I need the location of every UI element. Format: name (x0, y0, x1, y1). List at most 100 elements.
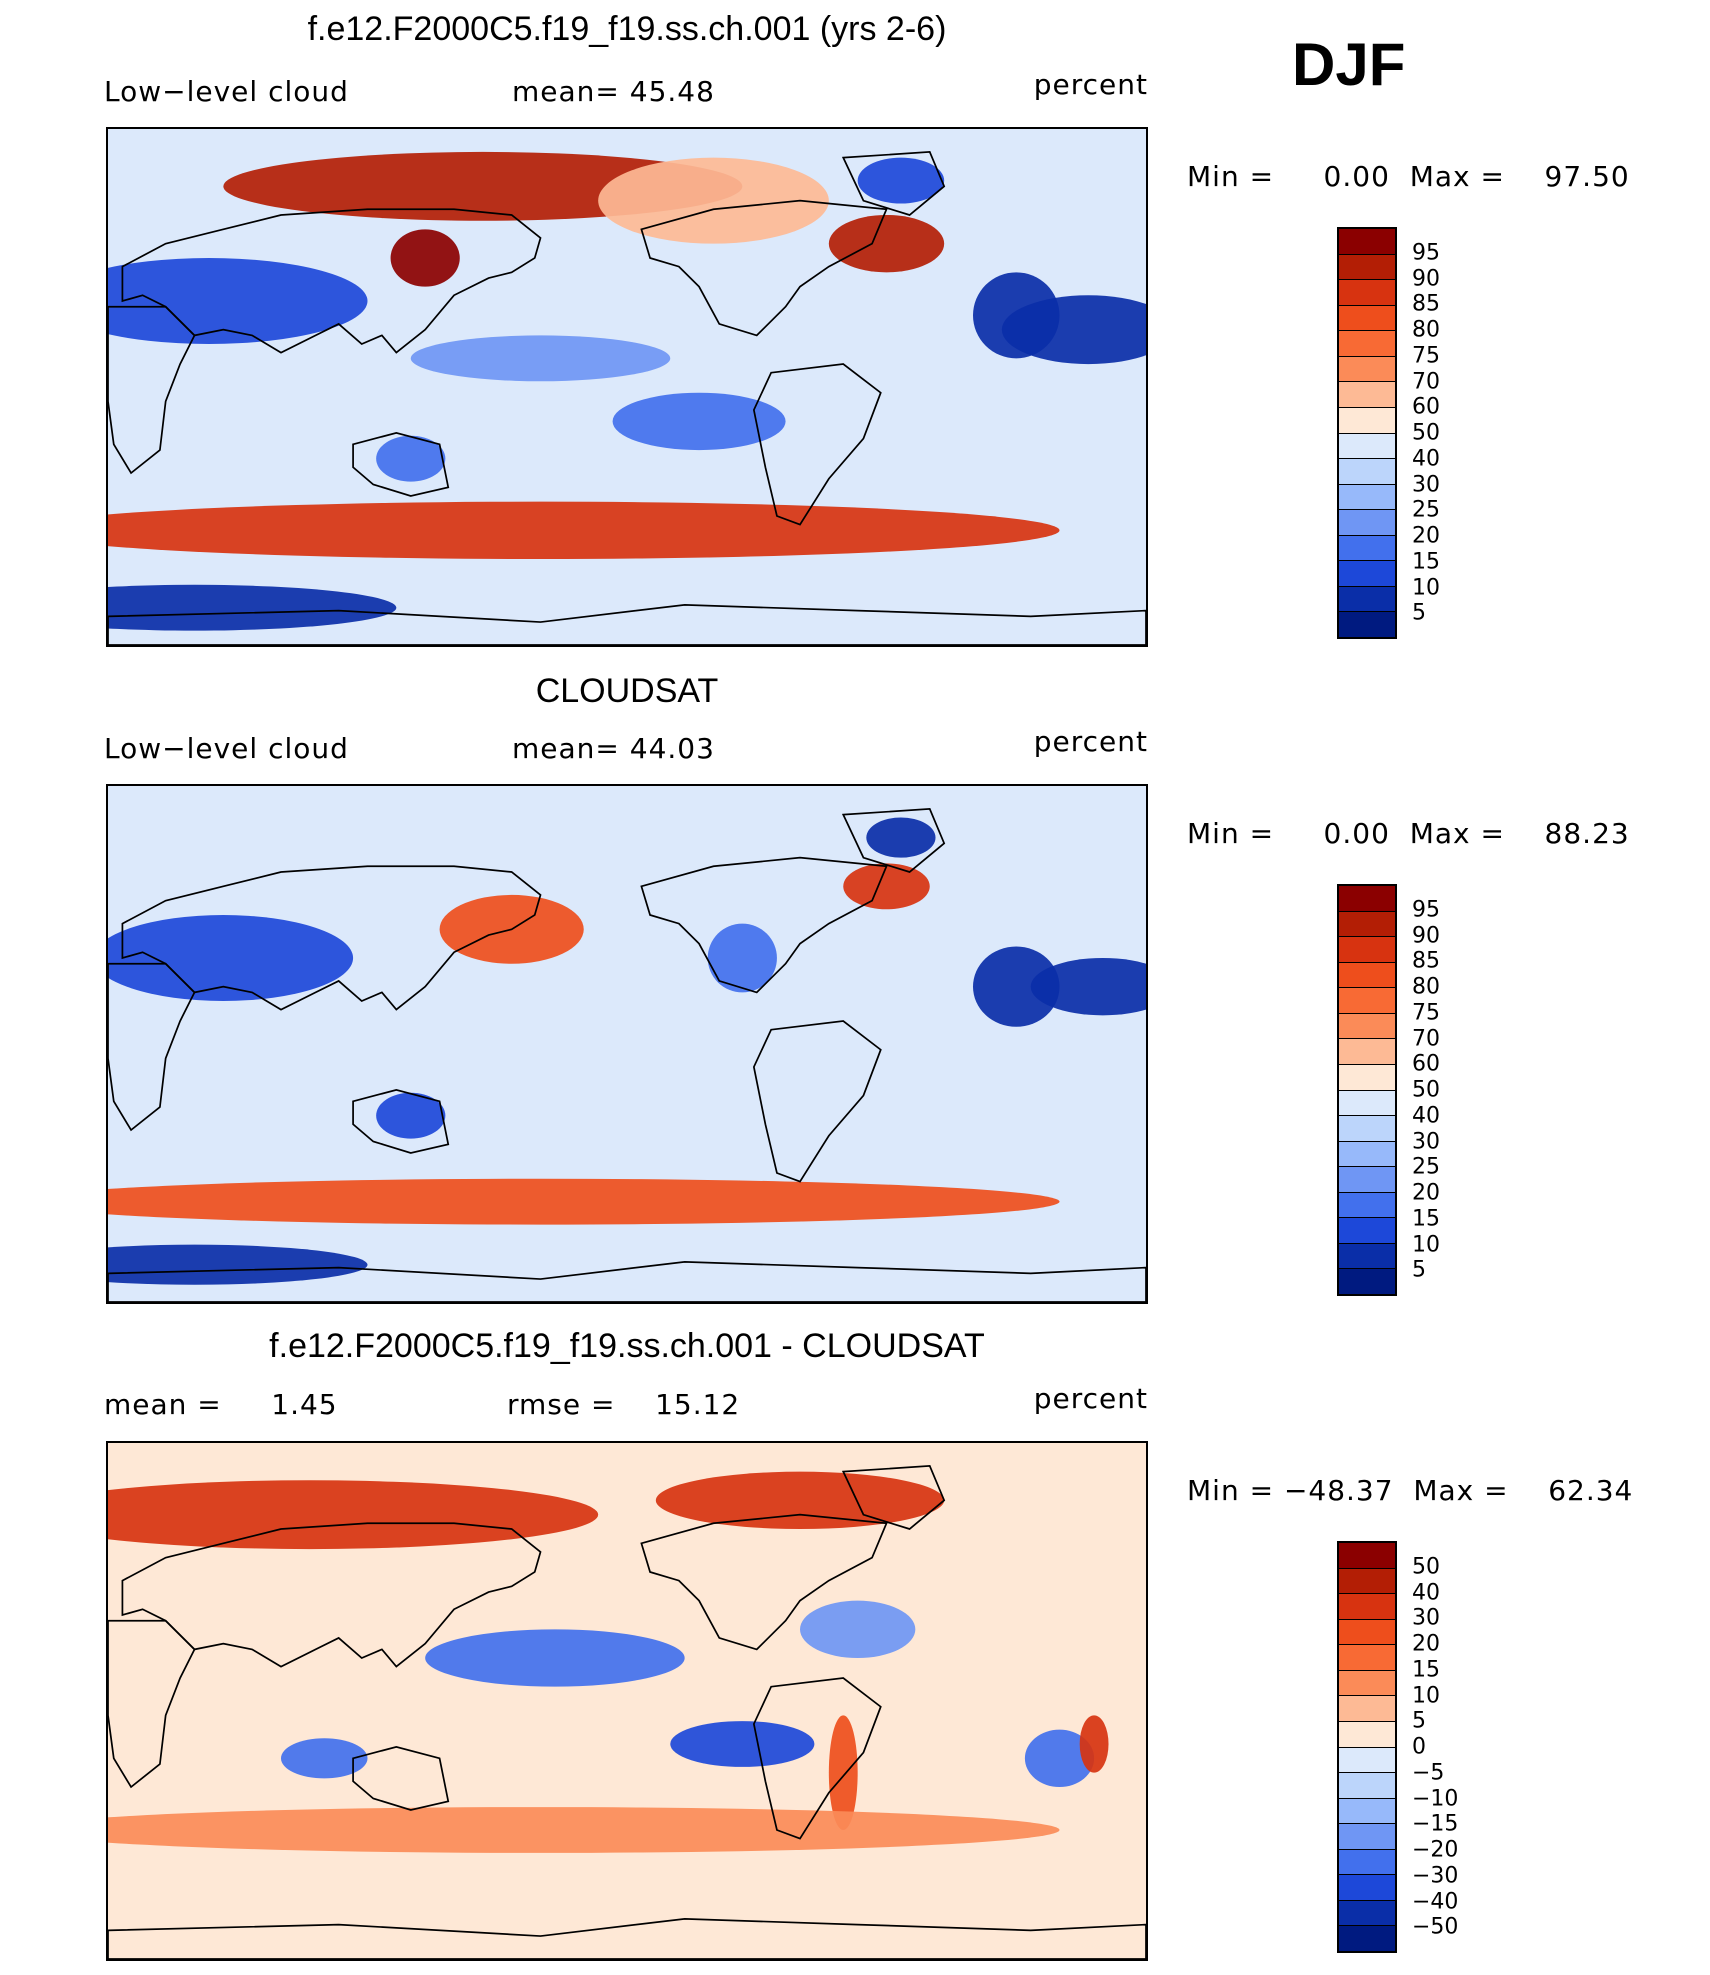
panel3-minmax: Min = −48.37 Max = 62.34 (1187, 1474, 1634, 1507)
colorbar-swatch (1339, 1875, 1395, 1901)
colorbar-swatch (1339, 937, 1395, 963)
colorbar-swatch (1339, 331, 1395, 357)
colorbar-swatch (1339, 1243, 1395, 1270)
panel1-value-cluster (108, 258, 368, 344)
colorbar-tick-label: −40 (1412, 1889, 1459, 1914)
colorbar-tick-label: 95 (1412, 240, 1440, 266)
panel1-value-cluster (612, 392, 786, 451)
panel1-coastline (640, 199, 888, 337)
colorbar-tick-label: 60 (1412, 1051, 1440, 1077)
panel3-coastline (108, 1918, 1146, 1959)
panel3-value-cluster (1079, 1715, 1109, 1773)
panel2-units-label: percent (1033, 725, 1148, 758)
colorbar-tick-label: 15 (1412, 1657, 1440, 1683)
colorbar-tick-label: 70 (1412, 369, 1440, 394)
panel1-coastline (752, 363, 882, 526)
colorbar-tick-label: 5 (1412, 1257, 1426, 1283)
panel1-variable-label: Low−level cloud (104, 75, 349, 108)
panel2-coastline (352, 1088, 450, 1154)
panel2-value-cluster (108, 1244, 368, 1285)
panel2-value-cluster (843, 863, 930, 910)
colorbar-tick-label: −15 (1412, 1811, 1459, 1837)
panel1-coastline (108, 305, 196, 475)
colorbar-tick-label: 10 (1412, 1683, 1440, 1708)
panel2-map-svg (108, 786, 1146, 1302)
colorbar-swatch (1339, 962, 1395, 989)
colorbar-swatch (1339, 535, 1395, 562)
panel3-value-cluster (1024, 1729, 1095, 1787)
panel1-map-svg (108, 129, 1146, 645)
colorbar-tick-label: −10 (1412, 1786, 1459, 1811)
panel2-coastline (121, 865, 542, 1011)
panel3-value-cluster (828, 1715, 858, 1830)
panel2-value-cluster (108, 915, 354, 1001)
colorbar-tick-label: −20 (1412, 1837, 1459, 1863)
panel3-value-cluster (281, 1738, 368, 1779)
colorbar-swatch (1339, 510, 1395, 536)
panel1-value-cluster (390, 229, 460, 287)
colorbar-swatch (1339, 1849, 1395, 1876)
colorbar-tick-label: 15 (1412, 1206, 1440, 1232)
panel3-map-svg (108, 1443, 1146, 1959)
colorbar-tick-label: 40 (1412, 1103, 1440, 1129)
colorbar-tick-label: 70 (1412, 1026, 1440, 1051)
colorbar-tick-label: 25 (1412, 497, 1440, 523)
panel2-coastline (108, 1261, 1146, 1302)
colorbar-swatch (1339, 1543, 1395, 1569)
colorbar-tick-label: 30 (1412, 1605, 1440, 1631)
colorbar-swatch (1339, 1670, 1395, 1697)
panel1-map (106, 127, 1148, 647)
colorbar-tick-label: −50 (1412, 1914, 1459, 1940)
panel1-mean-label: mean= 45.48 (512, 75, 715, 108)
colorbar-tick-label: 20 (1412, 1180, 1440, 1206)
panel3-coastline (108, 1619, 196, 1789)
colorbar-swatch (1339, 1269, 1395, 1294)
panel3-coastline (841, 1465, 946, 1530)
colorbar-swatch (1339, 1116, 1395, 1142)
colorbar-swatch (1339, 1619, 1395, 1646)
colorbar-swatch (1339, 382, 1395, 408)
panel1-value-cluster (410, 335, 671, 382)
panel1-coastline (352, 431, 450, 497)
panel2-value-cluster (1030, 958, 1146, 1016)
panel2-minmax: Min = 0.00 Max = 88.23 (1187, 817, 1630, 850)
colorbar-tick-label: 5 (1412, 600, 1426, 626)
colorbar-swatch (1339, 1824, 1395, 1850)
panel2-variable-label: Low−level cloud (104, 732, 349, 765)
panel2-colorbar (1337, 884, 1397, 1296)
colorbar-tick-label: 75 (1412, 343, 1440, 369)
colorbar-tick-label: 80 (1412, 974, 1440, 1000)
colorbar-swatch (1339, 459, 1395, 485)
colorbar-swatch (1339, 1568, 1395, 1595)
season-label: DJF (1292, 31, 1406, 98)
colorbar-swatch (1339, 1090, 1395, 1117)
colorbar-swatch (1339, 886, 1395, 912)
colorbar-tick-label: 75 (1412, 1000, 1440, 1026)
panel1-minmax: Min = 0.00 Max = 97.50 (1187, 160, 1630, 193)
colorbar-swatch (1339, 1167, 1395, 1193)
panel3-coastline (640, 1513, 888, 1651)
colorbar-swatch (1339, 1192, 1395, 1219)
colorbar-swatch (1339, 1064, 1395, 1091)
colorbar-swatch (1339, 1926, 1395, 1951)
colorbar-swatch (1339, 433, 1395, 460)
panel3-title: f.e12.F2000C5.f19_f19.ss.ch.001 - CLOUDS… (269, 1327, 985, 1365)
colorbar-swatch (1339, 407, 1395, 434)
colorbar-tick-label: 40 (1412, 446, 1440, 472)
colorbar-swatch (1339, 356, 1395, 383)
panel3-map (106, 1441, 1148, 1961)
panel2-value-cluster (376, 1092, 446, 1139)
panel3-coastline (752, 1677, 882, 1840)
panel3-value-cluster (655, 1471, 945, 1529)
panel2-map (106, 784, 1148, 1304)
colorbar-swatch (1339, 911, 1395, 938)
colorbar-tick-label: 85 (1412, 948, 1440, 974)
panel3-value-cluster (108, 1807, 1060, 1853)
colorbar-swatch (1339, 280, 1395, 306)
colorbar-swatch (1339, 229, 1395, 255)
colorbar-tick-label: 50 (1412, 420, 1440, 446)
panel3-colorbar (1337, 1541, 1397, 1953)
panel2-coastline (640, 856, 888, 994)
panel1-title: f.e12.F2000C5.f19_f19.ss.ch.001 (yrs 2-6… (307, 10, 947, 48)
colorbar-tick-label: 20 (1412, 523, 1440, 549)
